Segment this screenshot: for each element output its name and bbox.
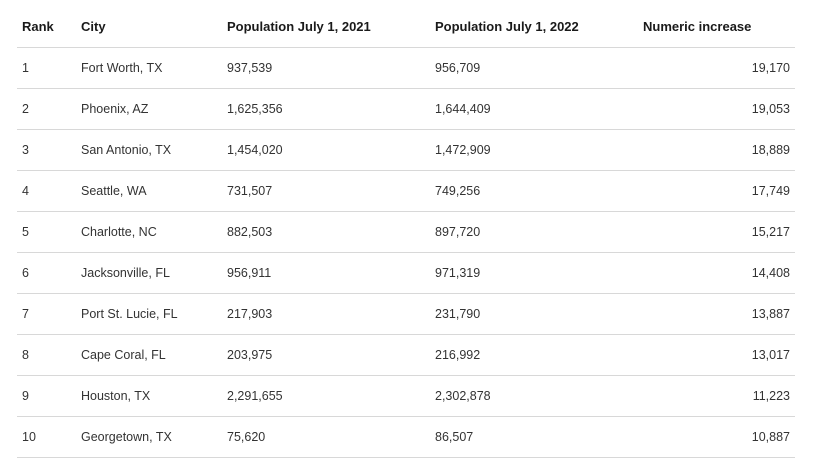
header-numeric-increase: Numeric increase: [638, 5, 795, 48]
cell-numeric-increase: 11,223: [638, 375, 795, 417]
cell-city: Cape Coral, FL: [76, 334, 222, 376]
table-row: 10 Georgetown, TX 75,620 86,507 10,887: [17, 416, 795, 458]
cell-rank: 9: [17, 375, 76, 417]
cell-rank: 8: [17, 334, 76, 376]
table-row: 1 Fort Worth, TX 937,539 956,709 19,170: [17, 47, 795, 89]
cell-population-2021: 203,975: [222, 334, 430, 376]
cell-population-2022: 231,790: [430, 293, 638, 335]
cell-city: Fort Worth, TX: [76, 47, 222, 89]
cell-rank: 4: [17, 170, 76, 212]
cell-rank: 5: [17, 211, 76, 253]
cell-population-2022: 956,709: [430, 47, 638, 89]
population-growth-table: Rank City Population July 1, 2021 Popula…: [17, 5, 795, 458]
cell-numeric-increase: 18,889: [638, 129, 795, 171]
cell-population-2021: 217,903: [222, 293, 430, 335]
cell-numeric-increase: 15,217: [638, 211, 795, 253]
cell-population-2022: 2,302,878: [430, 375, 638, 417]
cell-rank: 2: [17, 88, 76, 130]
cell-numeric-increase: 17,749: [638, 170, 795, 212]
table-body: 1 Fort Worth, TX 937,539 956,709 19,170 2 Phoe…: [17, 47, 795, 458]
cell-population-2021: 882,503: [222, 211, 430, 253]
cell-city: Port St. Lucie, FL: [76, 293, 222, 335]
cell-population-2021: 2,291,655: [222, 375, 430, 417]
cell-population-2021: 937,539: [222, 47, 430, 89]
table-row: 6 Jacksonville, FL 956,911 971,319 14,408: [17, 252, 795, 294]
cell-population-2022: 897,720: [430, 211, 638, 253]
cell-population-2021: 731,507: [222, 170, 430, 212]
cell-numeric-increase: 13,017: [638, 334, 795, 376]
table-row: 7 Port St. Lucie, FL 217,903 231,790 13,887: [17, 293, 795, 335]
cell-rank: 7: [17, 293, 76, 335]
cell-population-2022: 1,472,909: [430, 129, 638, 171]
cell-population-2022: 216,992: [430, 334, 638, 376]
cell-population-2022: 1,644,409: [430, 88, 638, 130]
cell-numeric-increase: 19,170: [638, 47, 795, 89]
cell-population-2021: 75,620: [222, 416, 430, 458]
table-row: 4 Seattle, WA 731,507 749,256 17,749: [17, 170, 795, 212]
header-rank: Rank: [17, 5, 76, 48]
table-row: 5 Charlotte, NC 882,503 897,720 15,217: [17, 211, 795, 253]
table-row: 9 Houston, TX 2,291,655 2,302,878 11,223: [17, 375, 795, 417]
cell-city: Jacksonville, FL: [76, 252, 222, 294]
cell-city: Charlotte, NC: [76, 211, 222, 253]
cell-rank: 10: [17, 416, 76, 458]
cell-population-2022: 749,256: [430, 170, 638, 212]
cell-population-2021: 1,625,356: [222, 88, 430, 130]
cell-population-2022: 971,319: [430, 252, 638, 294]
cell-city: Phoenix, AZ: [76, 88, 222, 130]
header-population-2022: Population July 1, 2022: [430, 5, 638, 48]
cell-numeric-increase: 19,053: [638, 88, 795, 130]
table-row: 3 San Antonio, TX 1,454,020 1,472,909 18,889: [17, 129, 795, 171]
cell-numeric-increase: 13,887: [638, 293, 795, 335]
cell-city: Seattle, WA: [76, 170, 222, 212]
cell-numeric-increase: 10,887: [638, 416, 795, 458]
header-city: City: [76, 5, 222, 48]
header-population-2021: Population July 1, 2021: [222, 5, 430, 48]
cell-numeric-increase: 14,408: [638, 252, 795, 294]
cell-city: Georgetown, TX: [76, 416, 222, 458]
table-row: 8 Cape Coral, FL 203,975 216,992 13,017: [17, 334, 795, 376]
cell-city: San Antonio, TX: [76, 129, 222, 171]
table-row: 2 Phoenix, AZ 1,625,356 1,644,409 19,053: [17, 88, 795, 130]
table-header: Rank City Population July 1, 2021 Popula…: [17, 5, 795, 48]
cell-rank: 1: [17, 47, 76, 89]
cell-population-2021: 956,911: [222, 252, 430, 294]
cell-rank: 6: [17, 252, 76, 294]
population-table-container: Rank City Population July 1, 2021 Popula…: [17, 5, 795, 458]
cell-population-2022: 86,507: [430, 416, 638, 458]
cell-rank: 3: [17, 129, 76, 171]
cell-population-2021: 1,454,020: [222, 129, 430, 171]
header-row: Rank City Population July 1, 2021 Popula…: [17, 5, 795, 48]
cell-city: Houston, TX: [76, 375, 222, 417]
